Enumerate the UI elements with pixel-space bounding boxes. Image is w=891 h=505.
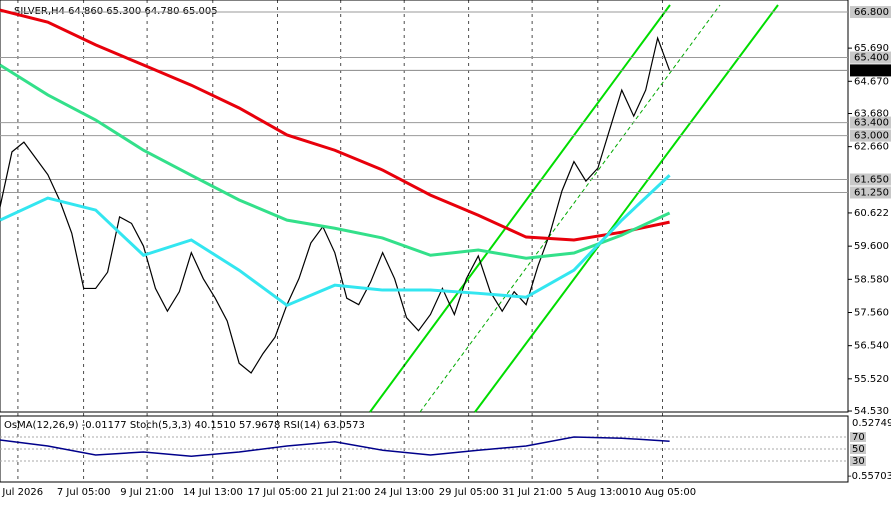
level-label: 65.005 bbox=[854, 65, 889, 76]
y-tick-label: 58.580 bbox=[854, 274, 889, 285]
x-tick-label: 2 Jul 2026 bbox=[0, 487, 43, 498]
y-tick-label: 56.540 bbox=[854, 341, 889, 352]
series-line bbox=[0, 35, 671, 374]
osma-bottom: -0.55703 bbox=[848, 471, 891, 482]
series-line bbox=[0, 436, 670, 457]
level-box bbox=[850, 116, 891, 129]
level-box bbox=[850, 129, 891, 142]
level-label: 63.400 bbox=[854, 118, 889, 129]
channel-mid bbox=[419, 4, 721, 413]
y-tick-label: 59.600 bbox=[854, 241, 889, 252]
y-tick-label: 63.680 bbox=[854, 108, 889, 119]
chart-title: SILVER,H4 64.860 65.300 64.780 65.005 bbox=[14, 6, 218, 17]
y-tick-label: 60.622 bbox=[854, 208, 889, 219]
y-tick-label: 55.520 bbox=[854, 374, 889, 385]
series-line bbox=[0, 174, 671, 308]
indicator-box bbox=[850, 432, 866, 442]
y-tick-label: 65.690 bbox=[854, 43, 889, 54]
x-tick-label: 21 Jul 21:00 bbox=[311, 487, 371, 498]
osma-top: 0.52749 bbox=[852, 418, 891, 429]
x-tick-label: 29 Jul 05:00 bbox=[439, 487, 499, 498]
level-box bbox=[850, 173, 891, 186]
channel-line bbox=[474, 4, 779, 413]
indicator-tick-label: 30 bbox=[852, 456, 865, 467]
level-label: 66.800 bbox=[854, 7, 889, 18]
x-tick-label: 9 Jul 21:00 bbox=[120, 487, 174, 498]
channel-line bbox=[369, 4, 671, 413]
level-box bbox=[850, 186, 891, 199]
y-tick-label: 57.560 bbox=[854, 307, 889, 318]
level-box bbox=[850, 6, 891, 19]
y-tick-label: 64.670 bbox=[854, 76, 889, 87]
x-tick-label: 17 Jul 05:00 bbox=[247, 487, 307, 498]
x-tick-label: 31 Jul 21:00 bbox=[502, 487, 562, 498]
level-label: 65.400 bbox=[854, 53, 889, 64]
series-line bbox=[0, 8, 670, 242]
x-tick-label: 10 Aug 05:00 bbox=[629, 487, 696, 498]
x-tick-label: 5 Aug 13:00 bbox=[567, 487, 628, 498]
main-pane bbox=[0, 0, 849, 413]
level-label: 61.650 bbox=[854, 174, 889, 185]
level-box bbox=[850, 64, 891, 77]
x-tick-label: 7 Jul 05:00 bbox=[57, 487, 111, 498]
x-tick-label: 24 Jul 13:00 bbox=[374, 487, 434, 498]
y-tick-label: 54.530 bbox=[854, 406, 889, 417]
level-label: 63.000 bbox=[854, 131, 889, 142]
channel bbox=[369, 4, 779, 413]
indicator-box bbox=[850, 456, 866, 466]
indicator-box bbox=[850, 444, 866, 454]
indicator-tick-label: 70 bbox=[852, 432, 865, 443]
indicator-header: OsMA(12,26,9) -0.01177 Stoch(5,3,3) 40.1… bbox=[4, 420, 365, 431]
level-box bbox=[850, 51, 891, 64]
indicator-tick-label: 50 bbox=[852, 444, 865, 455]
x-tick-label: 14 Jul 13:00 bbox=[183, 487, 243, 498]
series-line bbox=[0, 63, 671, 260]
y-tick-label: 62.660 bbox=[854, 142, 889, 153]
level-label: 61.250 bbox=[854, 188, 889, 199]
